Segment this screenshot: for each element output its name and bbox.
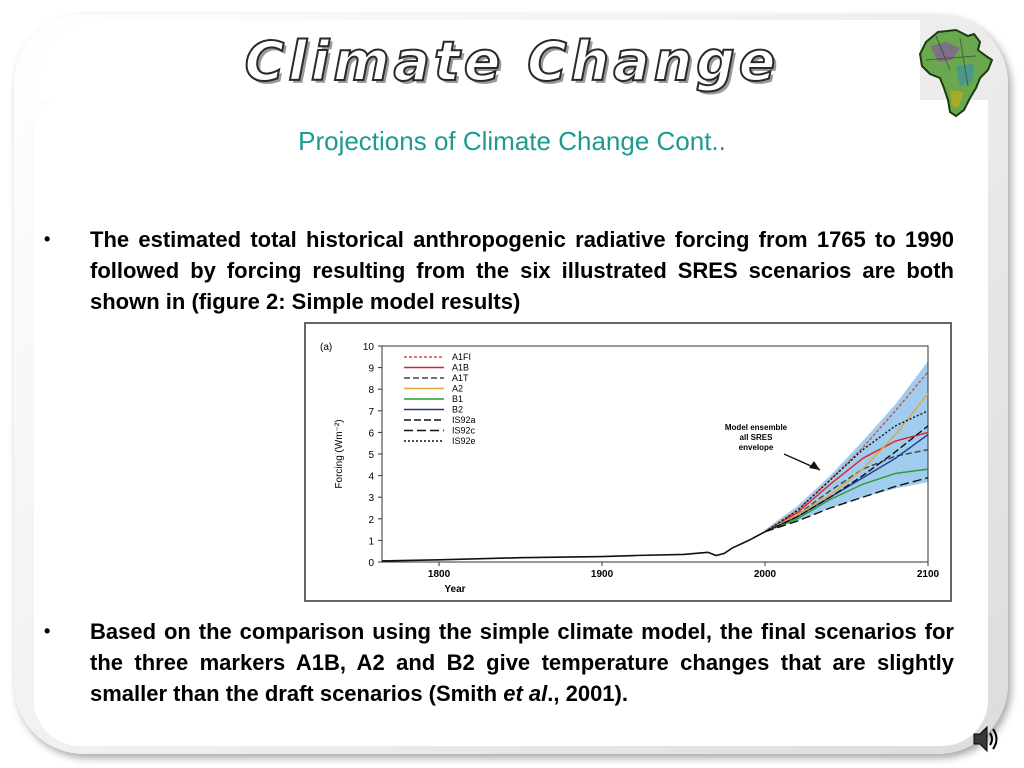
series-line-a2 — [764, 393, 929, 533]
bullet-text-main: Based on the comparison using the simple… — [90, 619, 954, 706]
envelope-annotation: envelope — [739, 443, 774, 452]
legend-label: B1 — [452, 394, 463, 404]
y-tick-label: 4 — [368, 472, 374, 483]
x-tick-label: 1900 — [591, 569, 614, 580]
envelope-annotation: Model ensemble — [725, 423, 788, 432]
x-tick-label: 2100 — [917, 569, 940, 580]
chart-svg: 0 1 2 3 4 5 6 7 8 9 10 1800 1900 2000 2100 Year Forcing … — [320, 342, 940, 595]
y-tick-label: 0 — [368, 558, 374, 569]
slide-subtitle: Projections of Climate Change Cont.. — [298, 126, 726, 156]
x-tick-label: 2000 — [754, 569, 777, 580]
y-axis-label: Forcing (Wm⁻²) — [334, 419, 345, 488]
series-line-a1b — [764, 431, 929, 533]
legend-label: A2 — [452, 384, 463, 394]
series-line-b1 — [764, 468, 929, 533]
legend-label: IS92a — [452, 415, 476, 425]
bullet-text-italic: et al — [503, 681, 548, 706]
y-tick-label: 7 — [368, 407, 374, 418]
bullet-text-end: ., 2001). — [547, 681, 628, 706]
speaker-icon[interactable] — [972, 722, 1000, 756]
y-tick-label: 9 — [368, 364, 374, 375]
y-tick-label: 6 — [368, 428, 374, 439]
y-tick-label: 10 — [363, 342, 375, 353]
y-tick-label: 2 — [368, 515, 374, 526]
y-tick-label: 1 — [368, 536, 374, 547]
series-line-is92c — [764, 477, 929, 533]
bullet-dot: • — [44, 621, 51, 641]
x-tick-label: 1800 — [428, 569, 451, 580]
legend-label: IS92e — [452, 436, 476, 446]
envelope-annotation: all SRES — [740, 433, 774, 442]
series-line-b2 — [764, 433, 929, 533]
legend-label: A1T — [452, 373, 469, 383]
panel-label: (a) — [320, 342, 332, 353]
bullet-text: The estimated total historical anthropog… — [90, 227, 954, 314]
bullet-text: Based on the comparison using the simple… — [90, 616, 954, 709]
series-line-is92e — [764, 410, 929, 533]
legend-label: B2 — [452, 405, 463, 415]
annotation-arrow-head — [809, 461, 820, 470]
y-tick-label: 3 — [368, 493, 374, 504]
historical-line — [381, 531, 766, 562]
africa-map-icon — [918, 28, 994, 118]
bullet-item-comparison: • Based on the comparison using the simp… — [44, 616, 954, 709]
x-axis-label: Year — [444, 584, 465, 595]
forcing-chart: 0 1 2 3 4 5 6 7 8 9 10 1800 1900 2000 2100 Year Forcing … — [304, 322, 952, 602]
banner-title: Climate Change — [244, 29, 780, 94]
envelope-area — [765, 361, 928, 532]
legend-label: A1B — [452, 363, 469, 373]
legend-label: A1FI — [452, 352, 471, 362]
legend-label: IS92c — [452, 426, 476, 436]
y-tick-label: 8 — [368, 385, 374, 396]
bullet-item-forcing: • The estimated total historical anthrop… — [44, 224, 954, 317]
y-tick-label: 5 — [368, 450, 374, 461]
header-band — [40, 20, 920, 100]
bullet-dot: • — [44, 229, 51, 249]
series-line-is92a — [764, 425, 929, 533]
